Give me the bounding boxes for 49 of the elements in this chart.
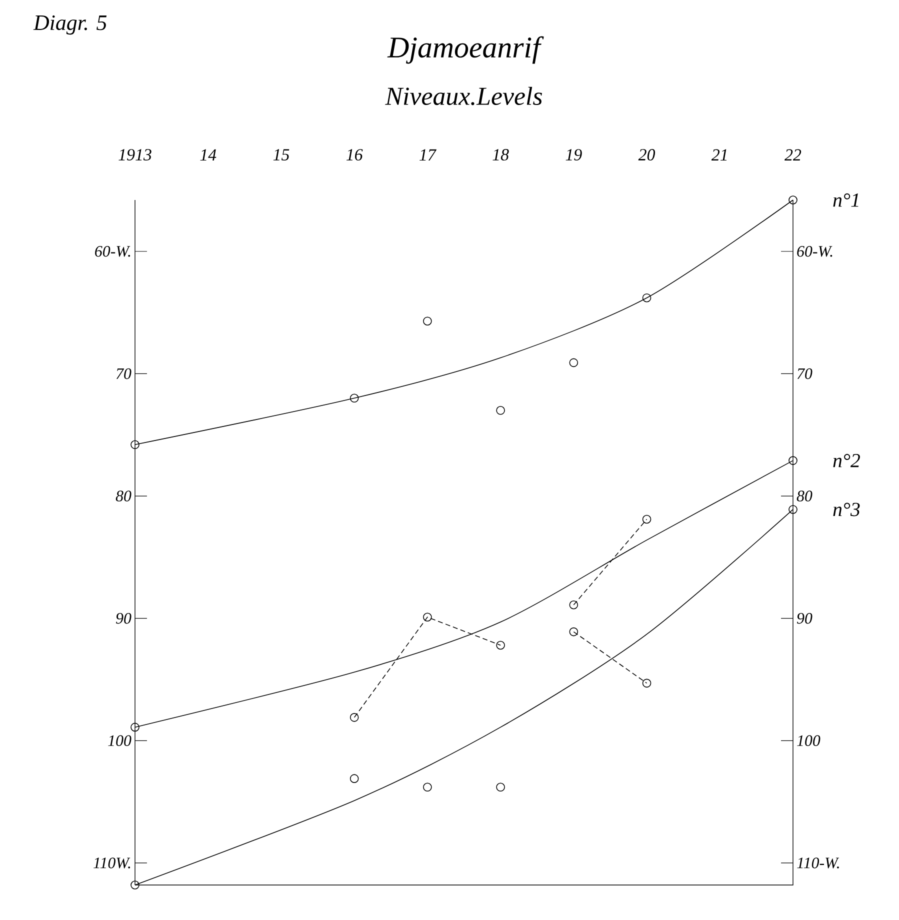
x-tick-label: 20 [638, 149, 656, 160]
y2-tick-label: 100 [797, 735, 820, 746]
point [350, 713, 359, 722]
point [788, 505, 798, 514]
y2-tick-label: 90 [796, 612, 812, 624]
x-tick-label: 18 [492, 149, 509, 160]
point [569, 600, 578, 610]
y-tick-label: 60-W. [95, 246, 130, 257]
y2-tick-label: 60-W. [797, 246, 832, 257]
point [350, 394, 359, 403]
y2-tick-label: 70 [797, 368, 812, 380]
point [496, 640, 505, 650]
point [569, 627, 578, 636]
y-tick-label: 90 [116, 612, 132, 624]
point [642, 514, 652, 524]
x-tick-label: 19 [566, 149, 582, 160]
point [423, 612, 432, 622]
point [423, 782, 432, 792]
text: Diagr. 5 [33, 15, 107, 35]
x-tick-label: 15 [273, 149, 290, 160]
x-tick-label: 17 [420, 149, 436, 160]
point [788, 196, 798, 204]
point [130, 722, 140, 732]
point [642, 293, 652, 302]
point [350, 774, 359, 783]
chart-subtitle: Niveaux.Levels [385, 86, 542, 106]
point [788, 456, 798, 465]
y-tick-label: 100 [108, 735, 132, 746]
y2-tick-label: 110-W. [797, 858, 840, 868]
text: n°1 [833, 193, 858, 207]
x-tick-label: 21 [711, 149, 727, 160]
y-tick-label: 80 [116, 490, 132, 502]
y-tick-label: 70 [116, 368, 132, 380]
x-tick-label: 22 [784, 149, 802, 160]
y2-tick-label: 80 [796, 490, 812, 502]
point [130, 880, 140, 890]
chart-title: Djamoeanrif [387, 36, 544, 64]
point [496, 406, 505, 415]
point [569, 358, 578, 368]
x-tick-label: 16 [346, 149, 363, 160]
point [642, 678, 652, 688]
text: n°3 [833, 502, 860, 516]
point [423, 316, 432, 326]
y-tick-label: 110W. [94, 858, 130, 868]
x-tick-label: 14 [200, 149, 216, 160]
point [130, 440, 140, 450]
text: n°2 [833, 454, 860, 468]
x-tick-label: 1913 [118, 149, 152, 160]
point [496, 782, 505, 792]
